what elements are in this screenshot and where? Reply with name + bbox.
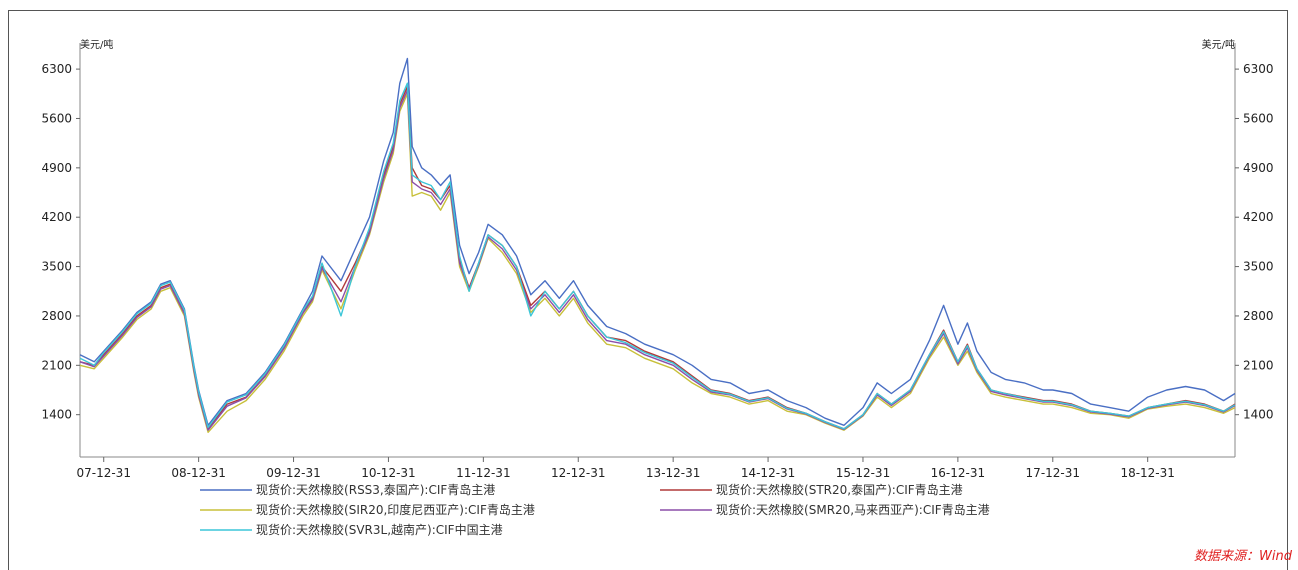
y-tick-label-left: 4900 [41,161,72,175]
y-tick-label-right: 4900 [1243,161,1274,175]
x-tick-label: 09-12-31 [266,466,320,480]
right-axis-unit: 美元/吨 [1202,38,1235,51]
series-layer [79,57,1236,433]
legend-label: 现货价:天然橡胶(SVR3L,越南产):CIF中国主港 [256,522,503,537]
y-tick-label-right: 2100 [1243,358,1274,372]
x-tick-label: 10-12-31 [361,466,415,480]
legend-label: 现货价:天然橡胶(SIR20,印度尼西亚产):CIF青岛主港 [256,502,535,517]
legend-label: 现货价:天然橡胶(STR20,泰国产):CIF青岛主港 [716,482,963,497]
series-line-1 [79,57,1236,426]
x-tick-label: 08-12-31 [171,466,225,480]
y-tick-label-left: 3500 [41,260,72,274]
x-tick-label: 14-12-31 [741,466,795,480]
x-tick-label: 11-12-31 [456,466,510,480]
y-tick-label-left: 4200 [41,210,72,224]
x-tick-label: 16-12-31 [931,466,985,480]
y-tick-label-right: 4200 [1243,210,1274,224]
y-tick-label-right: 6300 [1243,62,1274,76]
data-source: 数据来源：Wind [1194,549,1293,563]
chart-frame [8,10,1288,570]
x-tick-label: 07-12-31 [76,466,130,480]
y-tick-label-left: 1400 [41,408,72,422]
plot-area [79,43,1236,458]
y-tick-label-right: 3500 [1243,260,1274,274]
y-tick-label-left: 6300 [41,62,72,76]
y-tick-label-right: 2800 [1243,309,1274,323]
y-tick-label-left: 5600 [41,111,72,125]
x-tick-label: 15-12-31 [836,466,890,480]
series-line-2 [79,86,1236,430]
series-line-4 [79,89,1236,431]
legend-label: 现货价:天然橡胶(SMR20,马来西亚产):CIF青岛主港 [716,502,990,517]
y-tick-label-left: 2100 [41,358,72,372]
legend: 现货价:天然橡胶(RSS3,泰国产):CIF青岛主港 现货价:天然橡胶(STR20… [200,482,990,537]
left-axis-unit: 美元/吨 [80,38,113,51]
y-tick-label-right: 1400 [1243,408,1274,422]
legend-label: 现货价:天然橡胶(RSS3,泰国产):CIF青岛主港 [256,482,495,497]
x-tick-label: 18-12-31 [1120,466,1174,480]
axis-layer: 1400 1400 2100 2100 2800 2800 3500 3500 4200 4200… [41,62,1273,480]
x-tick-label: 17-12-31 [1026,466,1080,480]
series-line-3 [79,93,1236,433]
x-tick-label: 12-12-31 [551,466,605,480]
y-tick-label-left: 2800 [41,309,72,323]
x-tick-label: 13-12-31 [646,466,700,480]
y-tick-label-right: 5600 [1243,111,1274,125]
series-line-5 [79,82,1236,430]
